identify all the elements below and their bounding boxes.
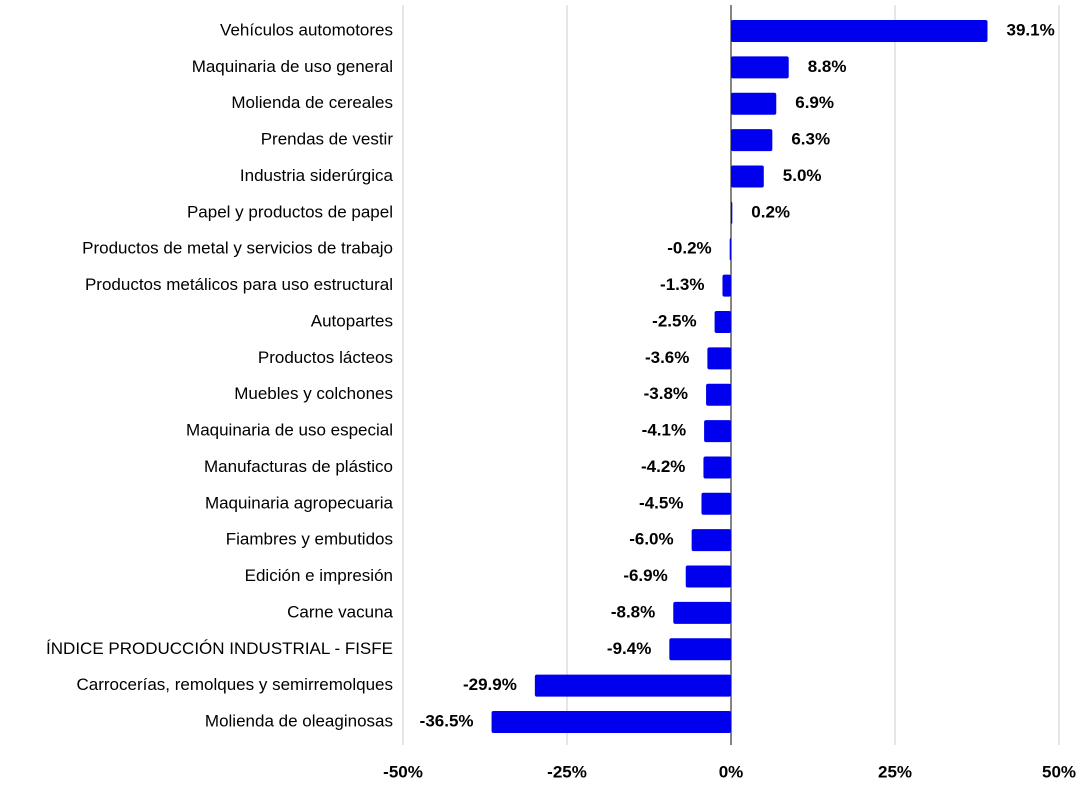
y-tick-label: Edición e impresión [245,566,393,585]
data-label: -3.6% [645,348,689,367]
data-label: 39.1% [1006,20,1054,39]
bar [669,638,731,661]
bar [729,238,731,261]
x-tick-label: -50% [383,762,423,781]
y-tick-label: Papel y productos de papel [187,202,393,221]
y-tick-label: Molienda de oleaginosas [205,712,393,731]
bar [731,92,777,115]
y-tick-label: Autopartes [311,311,393,330]
data-label: -1.3% [660,275,704,294]
bar [731,129,773,152]
y-tick-label: Productos metálicos para uso estructural [85,275,393,294]
x-tick-label: 25% [878,762,912,781]
y-tick-label: ÍNDICE PRODUCCIÓN INDUSTRIAL - FISFE [46,639,393,658]
data-label: -8.8% [611,602,655,621]
bar [714,310,731,333]
data-label: -9.4% [607,639,651,658]
bar [673,601,731,624]
y-tick-label: Molienda de cereales [231,93,393,112]
data-label: -2.5% [652,311,696,330]
y-tick-label: Muebles y colchones [234,384,393,403]
bar [691,529,731,552]
data-label: -6.9% [623,566,667,585]
y-tick-label: Maquinaria agropecuaria [205,493,394,512]
bar [731,201,733,224]
data-label: 8.8% [808,57,847,76]
bar [491,711,731,734]
y-tick-label: Maquinaria de uso general [192,57,393,76]
y-tick-label: Carne vacuna [287,602,393,621]
data-label: -36.5% [420,712,474,731]
x-tick-label: 0% [719,762,744,781]
data-label: -0.2% [667,239,711,258]
data-label: 6.9% [795,93,834,112]
y-tick-label: Productos de metal y servicios de trabaj… [82,239,393,258]
y-tick-label: Carrocerías, remolques y semirremolques [77,675,394,694]
bar [701,492,731,515]
data-label: -6.0% [629,530,673,549]
bar [731,20,988,42]
data-label: 5.0% [783,166,822,185]
data-label: 0.2% [751,202,790,221]
x-tick-label: 50% [1042,762,1076,781]
bar [731,56,789,79]
bar [722,274,731,297]
y-tick-label: Maquinaria de uso especial [186,421,393,440]
y-tick-label: Productos lácteos [258,348,393,367]
y-tick-label: Vehículos automotores [220,20,393,39]
data-label: -29.9% [463,675,517,694]
y-tick-label: Prendas de vestir [261,130,394,149]
data-label: -4.1% [642,421,686,440]
data-label: -4.2% [641,457,685,476]
y-tick-label: Manufacturas de plástico [204,457,393,476]
data-label: 6.3% [791,130,830,149]
bar [703,456,731,479]
data-label: -3.8% [644,384,688,403]
bar [685,565,731,588]
bar [707,347,731,370]
bar [706,383,731,406]
bar [704,420,731,443]
bar [731,165,764,188]
y-tick-label: Fiambres y embutidos [226,530,393,549]
x-tick-label: -25% [547,762,587,781]
data-label: -4.5% [639,493,683,512]
y-tick-label: Industria siderúrgica [240,166,394,185]
bar [534,674,731,697]
